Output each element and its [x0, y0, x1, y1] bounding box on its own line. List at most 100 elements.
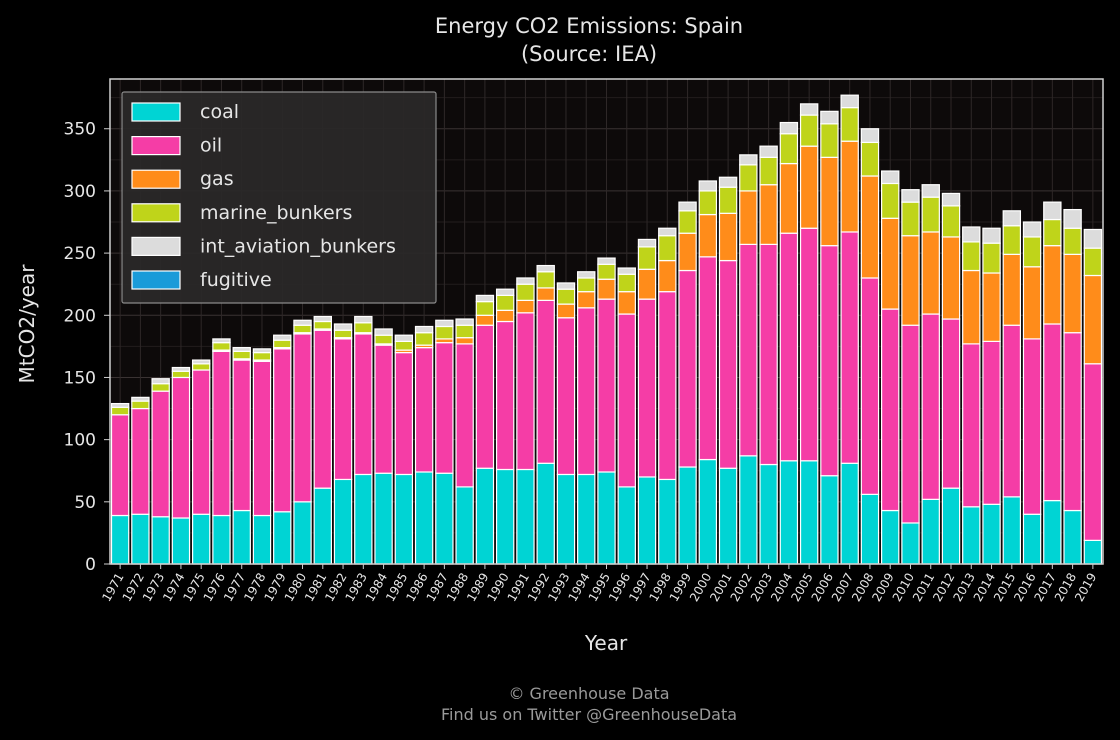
bar-oil-1985 [394, 351, 414, 476]
bar-int_aviation_bunkers-1991 [516, 277, 535, 285]
bar-marine_bunkers-2006 [820, 123, 839, 158]
bar-coal-2019 [1083, 539, 1103, 565]
bar-gas-1991 [516, 299, 535, 314]
bar-coal-1980 [293, 501, 312, 565]
bar-int_aviation_bunkers-2019 [1083, 228, 1103, 249]
bar-marine_bunkers-1993 [556, 288, 576, 305]
bar-int_aviation_bunkers-2006 [820, 110, 839, 125]
bar-marine_bunkers-1982 [333, 329, 353, 339]
bar-oil-1983 [354, 333, 373, 476]
bar-coal-1973 [151, 516, 170, 565]
bar-oil-1971 [110, 414, 130, 517]
x-axis: 1971197219731974197519761977197819791980… [99, 564, 1099, 604]
bar-gas-2001 [718, 212, 738, 262]
bar-gas-2016 [1022, 266, 1042, 340]
legend-label-coal: coal [200, 101, 239, 123]
bar-gas-1998 [658, 259, 677, 293]
legend-label-fugitive: fugitive [200, 269, 272, 291]
bar-coal-1994 [577, 473, 596, 565]
bar-coal-1976 [212, 514, 231, 565]
bar-gas-2015 [1002, 253, 1022, 326]
legend-swatch-fugitive [131, 270, 181, 290]
bar-coal-2011 [921, 498, 940, 565]
bar-int_aviation_bunkers-1975 [191, 359, 211, 365]
bar-oil-1993 [556, 317, 576, 476]
bar-oil-2019 [1083, 363, 1103, 541]
bar-int_aviation_bunkers-1979 [273, 334, 292, 341]
bar-coal-2007 [840, 462, 859, 565]
bar-oil-2008 [860, 277, 880, 495]
bar-int_aviation_bunkers-1998 [658, 227, 677, 237]
bar-marine_bunkers-1972 [131, 400, 150, 410]
bar-int_aviation_bunkers-1987 [435, 319, 454, 328]
legend-box [121, 91, 437, 304]
bar-marine_bunkers-2010 [901, 201, 920, 237]
bar-marine_bunkers-1979 [273, 339, 292, 349]
bar-int_aviation_bunkers-1993 [556, 282, 576, 290]
bar-oil-1992 [536, 299, 555, 464]
bar-oil-2001 [718, 259, 738, 469]
bar-gas-1990 [495, 309, 515, 323]
bar-int_aviation_bunkers-1982 [333, 323, 353, 331]
bar-gas-1988 [455, 337, 474, 345]
bar-gas-1997 [637, 268, 657, 300]
bar-int_aviation_bunkers-2004 [779, 121, 799, 135]
bar-coal-1997 [637, 476, 657, 565]
bar-coal-2004 [779, 460, 799, 565]
legend-swatch-marine_bunkers [131, 203, 181, 223]
bar-gas-2000 [698, 213, 718, 258]
bar-int_aviation_bunkers-1973 [151, 378, 170, 385]
y-axis-label: MtCO2/year [15, 264, 39, 384]
bar-oil-2017 [1043, 323, 1062, 502]
bar-marine_bunkers-1980 [293, 324, 312, 334]
bar-oil-2007 [840, 231, 859, 464]
legend-label-oil: oil [200, 135, 222, 157]
bar-int_aviation_bunkers-1972 [131, 396, 150, 402]
bar-marine_bunkers-1978 [252, 351, 272, 361]
y-tick-label: 50 [74, 493, 96, 513]
bar-gas-2005 [799, 145, 819, 229]
bar-int_aviation_bunkers-1977 [232, 347, 251, 352]
bar-oil-1972 [131, 407, 150, 515]
bar-int_aviation_bunkers-1999 [678, 201, 697, 212]
bar-oil-1984 [374, 344, 393, 474]
bar-coal-2012 [941, 487, 961, 565]
bar-marine_bunkers-2013 [962, 241, 981, 272]
bar-gas-1989 [475, 314, 495, 326]
bar-gas-2008 [860, 175, 880, 279]
bar-coal-1981 [313, 487, 332, 565]
bar-marine_bunkers-1986 [414, 332, 434, 346]
bar-int_aviation_bunkers-2005 [799, 103, 819, 116]
bar-coal-1993 [556, 473, 576, 565]
bar-marine_bunkers-1981 [313, 320, 332, 330]
bar-gas-2009 [881, 217, 900, 310]
y-axis: 0 50 100 150 200 250 300 350 [64, 120, 110, 575]
bar-marine_bunkers-1975 [191, 363, 211, 371]
legend-swatch-int_aviation_bunkers [131, 236, 181, 256]
bar-oil-1980 [293, 333, 312, 503]
bar-marine_bunkers-2018 [1063, 227, 1082, 255]
bar-oil-1996 [617, 313, 636, 488]
bar-coal-2018 [1063, 509, 1082, 565]
bar-oil-1974 [171, 376, 191, 519]
bar-oil-1979 [273, 348, 292, 513]
bar-oil-1986 [414, 347, 434, 473]
bar-marine_bunkers-2011 [921, 196, 940, 233]
bar-marine_bunkers-1971 [110, 406, 130, 416]
bar-coal-2002 [739, 455, 758, 565]
bar-marine_bunkers-1999 [678, 210, 697, 234]
footer-twitter: Find us on Twitter @GreenhouseData [441, 705, 737, 724]
bar-int_aviation_bunkers-1978 [252, 348, 272, 354]
y-tick-label: 100 [64, 431, 96, 451]
bar-gas-2018 [1063, 253, 1082, 334]
bar-oil-2000 [698, 256, 718, 461]
bar-oil-2013 [962, 343, 981, 508]
bar-oil-1978 [252, 360, 272, 517]
bar-coal-1975 [191, 513, 211, 565]
bar-oil-2004 [779, 232, 799, 462]
bar-coal-1984 [374, 472, 393, 565]
bar-int_aviation_bunkers-2007 [840, 94, 859, 109]
chart-subtitle: (Source: IEA) [521, 42, 657, 66]
bar-coal-1986 [414, 471, 434, 565]
